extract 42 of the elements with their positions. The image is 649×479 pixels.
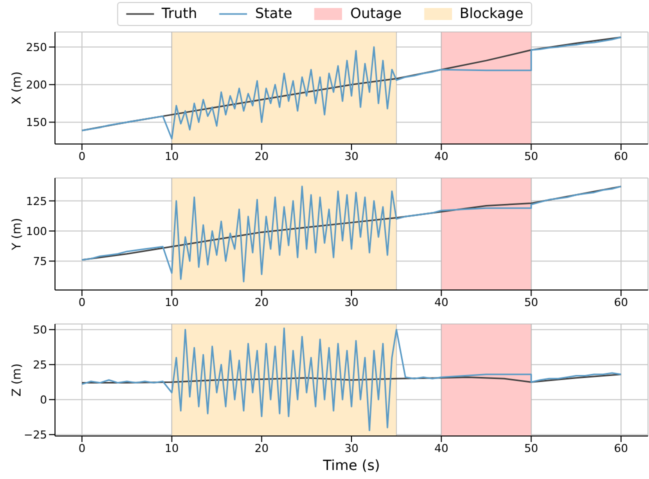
x-tick-label: 30 bbox=[344, 442, 358, 455]
x-tick-label: 40 bbox=[434, 150, 448, 163]
x-tick-label: 10 bbox=[164, 296, 179, 309]
line-series bbox=[81, 374, 622, 384]
x-tick-label: 60 bbox=[614, 150, 628, 163]
x-tick-label: 50 bbox=[524, 296, 538, 309]
y-tick-label: 0 bbox=[40, 394, 47, 407]
x-tick-label: 60 bbox=[614, 442, 628, 455]
y-tick-label: 100 bbox=[26, 224, 47, 238]
x-tick-label: 50 bbox=[524, 442, 538, 455]
x-tick-label: 20 bbox=[254, 442, 269, 455]
x-tick-label: 0 bbox=[78, 442, 86, 455]
y-tick-label: 50 bbox=[33, 324, 47, 337]
y-tick-label: 125 bbox=[26, 194, 47, 208]
y-axis-title: X (m) bbox=[9, 71, 24, 105]
line-series bbox=[81, 327, 622, 432]
legend-label: Blockage bbox=[460, 6, 524, 22]
y-tick-label: 25 bbox=[33, 358, 47, 372]
legend-label: Truth bbox=[162, 6, 198, 22]
x-tick-label: 0 bbox=[78, 150, 86, 163]
x-tick-label: 50 bbox=[524, 150, 538, 163]
legend-label: State bbox=[255, 6, 292, 22]
x-tick-label: 0 bbox=[78, 296, 86, 309]
x-tick-label: 30 bbox=[344, 296, 358, 309]
y-tick-label: 250 bbox=[26, 40, 47, 54]
x-tick-label: 10 bbox=[164, 150, 179, 163]
x-tick-label: 60 bbox=[614, 296, 628, 309]
y-tick-label: 150 bbox=[26, 116, 47, 130]
x-tick-label: 10 bbox=[164, 442, 179, 455]
x-tick-label: 40 bbox=[434, 442, 448, 455]
x-tick-label: 40 bbox=[434, 296, 448, 309]
x-axis-title: Time (s) bbox=[322, 458, 380, 474]
legend-label: Outage bbox=[350, 6, 402, 22]
y-tick-label: 75 bbox=[33, 255, 47, 268]
x-tick-label: 20 bbox=[254, 296, 269, 309]
y-tick-label: 200 bbox=[26, 78, 47, 92]
y-axis-title: Z (m) bbox=[9, 363, 24, 397]
x-tick-label: 20 bbox=[254, 150, 269, 163]
line-series bbox=[81, 186, 622, 282]
y-axis-title: Y (m) bbox=[9, 218, 24, 252]
y-tick-label: −25 bbox=[24, 428, 47, 442]
x-tick-label: 30 bbox=[344, 150, 358, 163]
